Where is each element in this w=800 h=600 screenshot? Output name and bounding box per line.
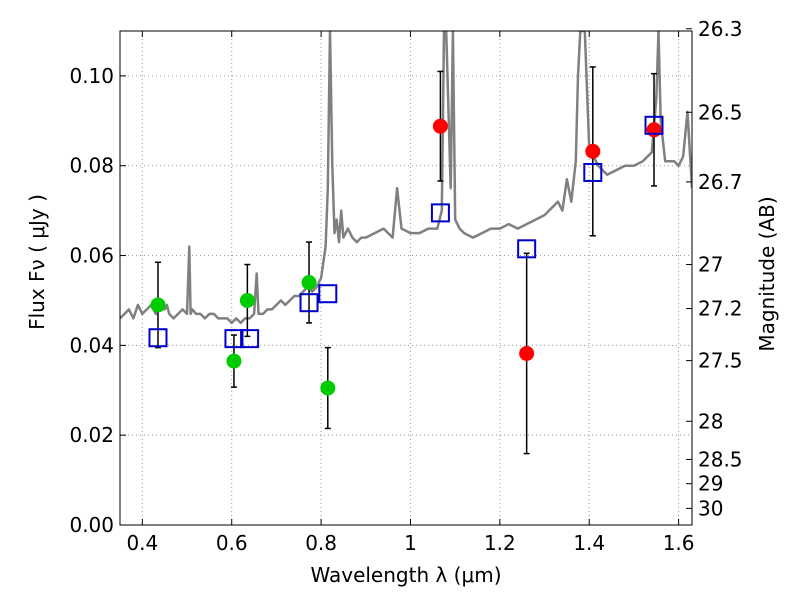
data-point [226, 353, 242, 369]
y-axis-left: 0.00 0.02 0.04 0.06 0.08 0.10 [69, 64, 126, 537]
data-point [150, 297, 166, 313]
data-point [301, 274, 317, 290]
model-box [224, 329, 244, 349]
data-point [239, 292, 255, 308]
right-tick-label: 27.5 [698, 349, 743, 373]
x-axis-title: Wavelength λ (μm) [310, 563, 501, 587]
x-tick-label: 0.8 [305, 531, 337, 555]
right-tick-label: 26.3 [698, 17, 743, 41]
right-tick-label: 26.5 [698, 100, 743, 124]
plot-frame [119, 30, 693, 526]
x-tick-label: 0.4 [126, 531, 158, 555]
right-tick-label: 28.5 [698, 447, 743, 471]
data-point [585, 143, 601, 159]
model-box [583, 162, 603, 182]
error-bars [154, 66, 658, 455]
y-tick-label: 0.06 [69, 244, 114, 268]
x-tick-label: 0.6 [216, 531, 248, 555]
x-tick-label: 1 [404, 531, 417, 555]
y-tick-label: 0.04 [69, 333, 114, 357]
y-tick-label: 0.10 [69, 64, 114, 88]
right-tick-label: 27 [698, 253, 723, 277]
x-tick-label: 1.2 [484, 531, 516, 555]
y-tick-label: 0.08 [69, 154, 114, 178]
y-tick-label: 0.02 [69, 423, 114, 447]
x-axis: 0.4 0.6 0.8 1 1.2 1.4 1.6 [126, 31, 695, 555]
right-tick-label: 30 [698, 496, 723, 520]
right-tick-label: 29 [698, 472, 723, 496]
model-box [148, 328, 168, 348]
model-box [299, 293, 319, 313]
data-markers [148, 115, 664, 396]
right-tick-label: 28 [698, 409, 723, 433]
y-axis-title: Flux Fν ( μJy ) [25, 194, 49, 330]
right-tick-label: 27.2 [698, 297, 743, 321]
model-box [517, 239, 537, 259]
right-tick-label: 26.7 [698, 170, 743, 194]
data-point [519, 345, 535, 361]
data-point [432, 118, 448, 134]
x-tick-label: 1.6 [663, 531, 695, 555]
model-box [318, 284, 338, 304]
data-point [320, 380, 336, 396]
y-tick-label: 0.00 [69, 513, 114, 537]
model-box [644, 115, 664, 135]
model-box [240, 329, 260, 349]
x-tick-label: 1.4 [573, 531, 605, 555]
y-axis-right-title: Magnitude (AB) [755, 196, 779, 351]
sed-line [120, 31, 692, 325]
sed-curve [120, 31, 692, 325]
data-point [646, 122, 662, 138]
grid-lines [120, 31, 692, 526]
model-box [430, 203, 450, 223]
